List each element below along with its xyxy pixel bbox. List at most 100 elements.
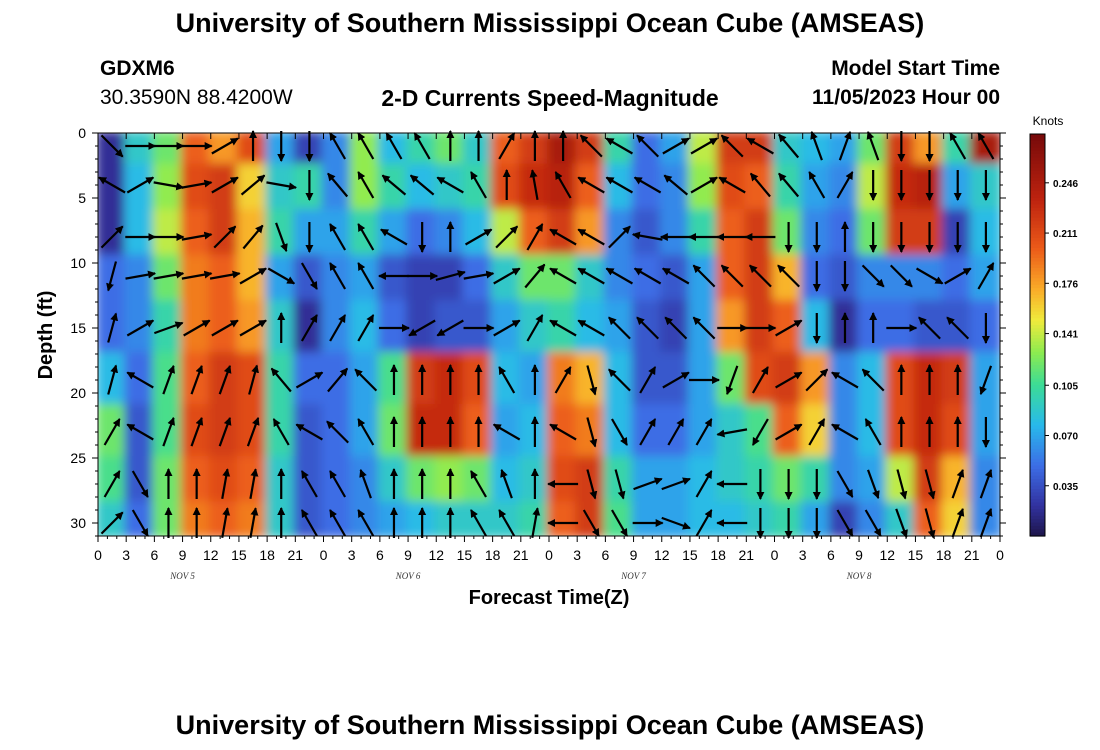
x-tick-label: 0	[996, 547, 1004, 563]
current-vector	[126, 319, 155, 337]
current-vector	[977, 262, 995, 290]
current-vector	[526, 223, 544, 251]
current-vector	[611, 509, 628, 537]
heat-cell	[406, 163, 439, 213]
current-vector	[977, 132, 995, 160]
heat-cell	[716, 254, 749, 304]
current-vector	[436, 319, 464, 337]
heat-cell	[490, 209, 523, 259]
current-vector	[577, 319, 605, 337]
heat-cell	[124, 133, 157, 168]
current-vector	[577, 267, 605, 285]
colorbar-swatch	[1030, 190, 1045, 195]
colorbar-swatch	[1030, 144, 1045, 148]
current-vector	[380, 228, 408, 246]
current-vector	[221, 507, 231, 538]
heat-cell	[772, 254, 805, 304]
colorbar-swatch	[1030, 137, 1045, 142]
heat-cell	[772, 133, 805, 168]
x-tick-label: 3	[348, 547, 356, 563]
current-vector	[209, 270, 241, 280]
current-vector	[106, 261, 118, 292]
heat-cell	[687, 163, 721, 213]
heat-cell	[659, 133, 692, 168]
current-vector	[153, 270, 185, 280]
x-tick-label: 18	[259, 547, 275, 563]
heat-cell	[98, 163, 129, 213]
current-vector	[631, 231, 663, 241]
current-vector	[690, 137, 718, 155]
x-axis-title: Forecast Time(Z)	[469, 587, 630, 609]
colorbar-swatch	[1030, 247, 1045, 252]
heat-cell	[349, 209, 382, 259]
heat-cell	[490, 254, 523, 304]
current-vector	[249, 507, 259, 538]
x-tick-label: 3	[122, 547, 130, 563]
colorbar-swatch	[1030, 405, 1045, 410]
current-vector	[98, 176, 126, 194]
colorbar-swatch	[1030, 251, 1045, 256]
heat-cell	[547, 209, 580, 259]
current-vector	[836, 509, 854, 537]
heat-cell	[631, 133, 664, 168]
current-vector	[636, 134, 660, 158]
current-vector	[746, 137, 774, 155]
heat-cell	[152, 133, 185, 168]
current-vector	[524, 263, 546, 289]
y-tick-label: 25	[70, 450, 86, 466]
heat-cell	[406, 133, 439, 168]
current-vector	[190, 416, 204, 447]
colorbar-swatch	[1030, 529, 1045, 534]
colorbar-swatch	[1030, 164, 1045, 169]
current-vector	[695, 509, 713, 537]
heat-cell	[603, 209, 636, 259]
current-vector	[354, 368, 378, 392]
current-vector	[663, 174, 689, 196]
colorbar-swatch	[1030, 281, 1045, 286]
colorbar-swatch	[1030, 345, 1045, 349]
x-tick-label: 21	[964, 547, 980, 563]
current-vector	[107, 312, 119, 343]
current-vector	[915, 267, 944, 285]
current-vector	[327, 172, 349, 198]
current-vector	[720, 264, 744, 288]
colorbar-swatch	[1030, 207, 1045, 212]
x-tick-label: 3	[573, 547, 581, 563]
heat-cell	[152, 254, 185, 304]
colorbar-swatch	[1030, 264, 1045, 269]
colorbar-swatch	[1030, 134, 1045, 138]
current-vector	[831, 423, 859, 441]
current-vector	[549, 319, 577, 337]
colorbar-tick-label: 0.141	[1053, 330, 1078, 341]
current-vector	[463, 270, 495, 280]
colorbar-swatch	[1030, 482, 1045, 487]
current-vector	[579, 134, 603, 158]
heat-cell	[490, 501, 523, 536]
heat-cell	[744, 254, 777, 304]
colorbar-swatch	[1030, 355, 1045, 360]
heat-cell	[828, 501, 862, 536]
colorbar-tick-label: 0.105	[1053, 381, 1078, 392]
current-vector	[605, 137, 634, 155]
current-vector	[300, 262, 318, 290]
current-vector	[329, 470, 347, 498]
current-vector	[239, 267, 267, 285]
colorbar-swatch	[1030, 415, 1045, 420]
current-vector	[831, 371, 859, 389]
day-label: NOV 5	[169, 571, 195, 581]
heat-cell	[941, 456, 974, 506]
current-vectors	[98, 130, 995, 539]
colorbar-swatch	[1030, 388, 1045, 393]
model-start-value: 11/05/2023 Hour 00	[812, 86, 1000, 109]
colorbar-swatch	[1030, 308, 1045, 313]
current-vector	[577, 176, 605, 194]
heat-cell	[857, 254, 890, 304]
current-vector	[300, 314, 318, 342]
heat-cell	[321, 456, 354, 506]
x-tick-label: 9	[855, 547, 863, 563]
heat-cell	[321, 163, 354, 213]
colorbar-swatch	[1030, 489, 1045, 494]
colorbar-swatch	[1030, 368, 1045, 373]
current-vector	[805, 368, 829, 392]
colorbar-swatch	[1030, 314, 1045, 319]
